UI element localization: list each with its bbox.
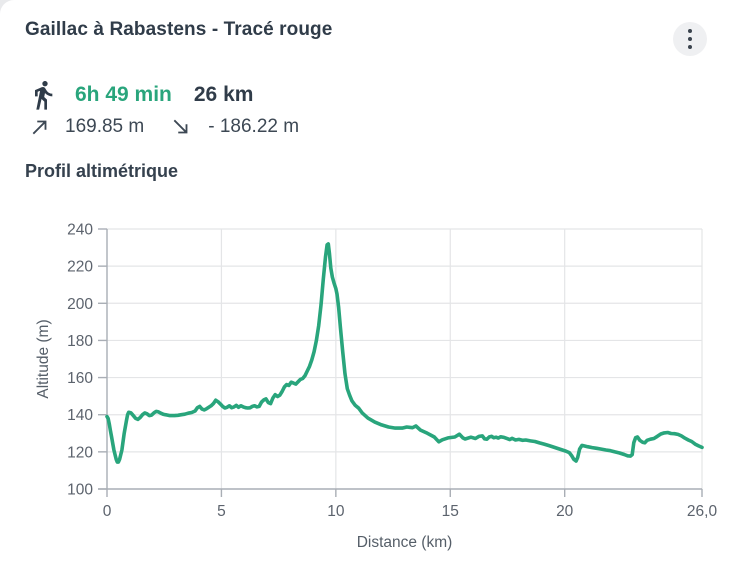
stats-row-secondary: 169.85 m - 186.22 m [29, 116, 299, 138]
x-axis-title: Distance (km) [357, 534, 453, 551]
x-tick-label: 15 [442, 503, 459, 520]
y-tick-label: 200 [67, 296, 93, 313]
descent-arrow-icon [173, 119, 188, 134]
stats-row-primary: 6h 49 min 26 km [27, 79, 253, 111]
route-title: Gaillac à Rabastens - Tracé rouge [25, 19, 333, 40]
kebab-menu-icon [688, 29, 692, 33]
x-tick-label: 5 [217, 503, 226, 520]
y-tick-label: 180 [67, 333, 93, 350]
elevation-profile-heading: Profil altimétrique [25, 161, 179, 181]
y-tick-label: 240 [67, 222, 93, 239]
x-tick-label: 10 [327, 503, 345, 520]
descent-value: - 186.22 m [208, 116, 300, 137]
elevation-chart-svg: 100 120 140 160 180 200 220 240 0 5 10 15 20 26,0 Alti… [35, 222, 718, 552]
elevation-chart: 100 120 140 160 180 200 220 240 0 5 10 15 20 26,0 Alti… [0, 204, 737, 564]
duration-value: 6h 49 min [75, 83, 172, 106]
ascent-arrow-icon [32, 120, 47, 135]
ascent-value: 169.85 m [65, 116, 145, 137]
x-tick-label: 26,0 [687, 503, 718, 520]
x-tick-label: 0 [103, 503, 112, 520]
y-tick-label: 140 [67, 407, 93, 424]
distance-value: 26 km [193, 83, 254, 106]
y-tick-label: 220 [67, 259, 93, 276]
walking-person-icon [35, 81, 53, 110]
more-options-button[interactable] [673, 22, 707, 56]
y-axis-title: Altitude (m) [35, 319, 52, 398]
y-tick-label: 100 [67, 482, 93, 499]
y-tick-label: 120 [67, 444, 93, 461]
x-tick-label: 20 [556, 503, 574, 520]
elevation-line [105, 242, 704, 464]
y-tick-label: 160 [67, 370, 93, 387]
